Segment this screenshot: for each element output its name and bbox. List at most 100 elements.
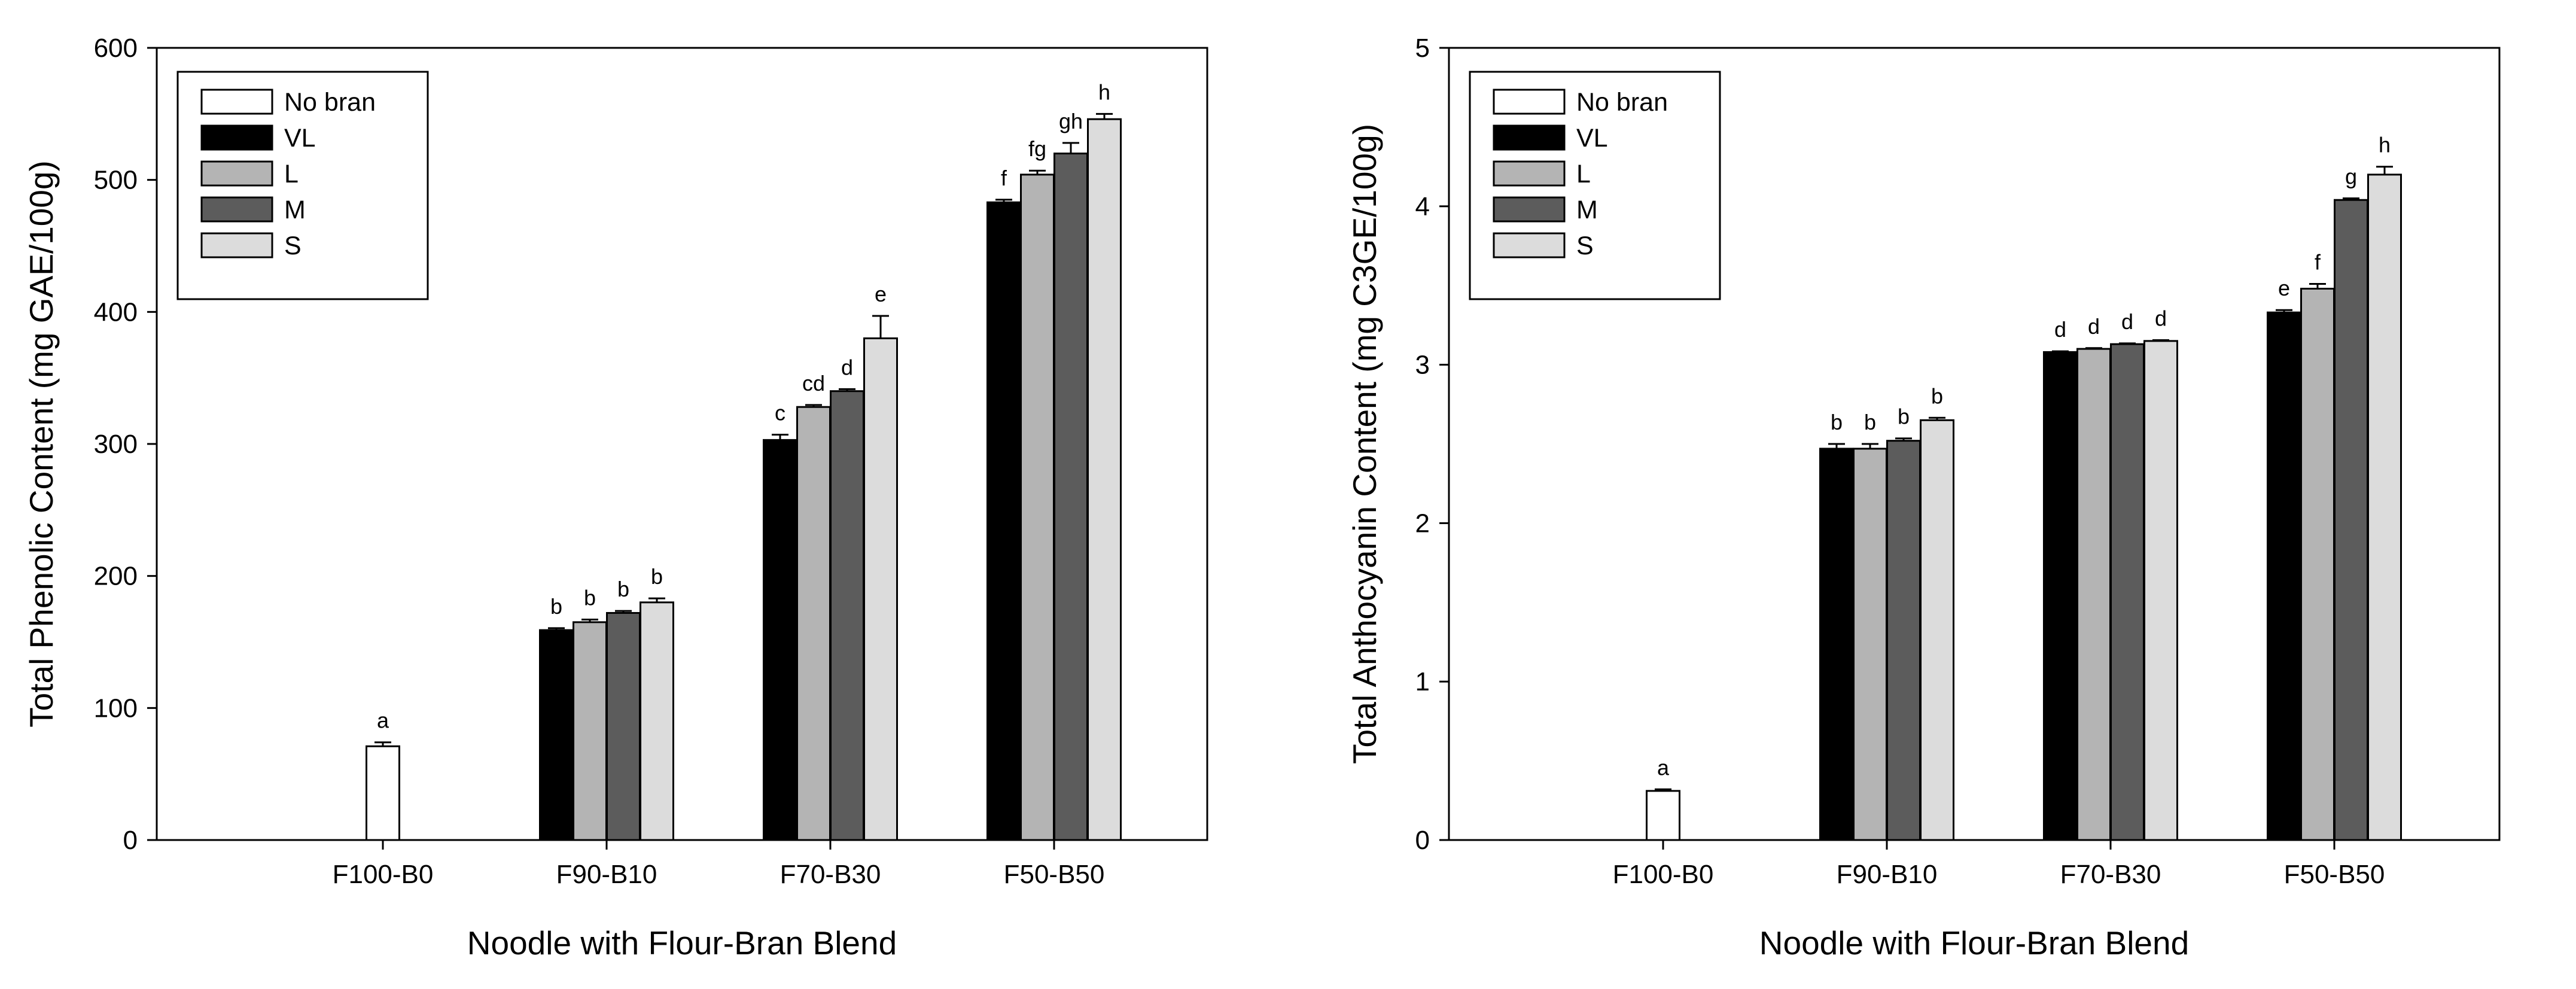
bar-vl bbox=[539, 629, 574, 841]
significance-letter: f bbox=[1001, 166, 1007, 190]
significance-letter: a bbox=[1657, 755, 1670, 780]
significance-letter: h bbox=[2379, 133, 2391, 157]
bar-l bbox=[573, 621, 607, 841]
legend-swatch-no-bran bbox=[200, 89, 273, 115]
x-axis-title: Noodle with Flour-Bran Blend bbox=[467, 924, 897, 961]
legend-label: S bbox=[284, 232, 302, 260]
legend-swatch-m bbox=[1493, 196, 1566, 223]
chart-2: 0 1 2 3 4 5 F100-B0 F90-B10 F70-B30 F50-B50 Noodle… bbox=[1346, 34, 2501, 961]
legend-swatch-l bbox=[1493, 160, 1566, 187]
y-tick-label: 5 bbox=[1415, 34, 1430, 63]
y-axis-title: Total Phenolic Content (mg GAE/100g) bbox=[23, 160, 60, 728]
plot-frame bbox=[1448, 47, 2501, 841]
legend-swatch-vl bbox=[200, 124, 273, 151]
y-axis-title: Total Anthocyanin Content (mg C3GE/100g) bbox=[1346, 124, 1383, 764]
legend-label: No bran bbox=[284, 88, 376, 117]
significance-letter: b bbox=[584, 585, 596, 610]
significance-letter: e bbox=[875, 282, 887, 306]
significance-letter: b bbox=[1831, 410, 1843, 434]
y-tick-label: 2 bbox=[1415, 509, 1430, 538]
y-tick-label: 500 bbox=[94, 166, 138, 195]
legend-swatch-m bbox=[200, 196, 273, 223]
bar-m bbox=[1053, 153, 1088, 841]
significance-letter: gh bbox=[1059, 109, 1083, 133]
bar-l bbox=[796, 406, 831, 841]
significance-letter: d bbox=[2155, 306, 2167, 331]
bar-s bbox=[863, 337, 898, 841]
significance-letter: g bbox=[2345, 165, 2357, 189]
bar-vl bbox=[763, 439, 797, 841]
significance-letter: cd bbox=[802, 371, 825, 395]
y-tick-label: 0 bbox=[1415, 826, 1430, 855]
bar-l bbox=[1853, 448, 1887, 841]
legend-label: L bbox=[284, 160, 299, 188]
significance-letter: d bbox=[2054, 317, 2066, 342]
bar-m bbox=[2334, 199, 2368, 841]
chart-1: 0 100 200 300 400 500 600 F100-B0 F90-B10 F70-B30… bbox=[23, 34, 1208, 961]
x-tick-label: F50-B50 bbox=[2284, 860, 2385, 889]
legend-swatch-s bbox=[1493, 232, 1566, 258]
significance-letter: c bbox=[775, 401, 785, 425]
y-tick-label: 3 bbox=[1415, 351, 1430, 380]
bar-s bbox=[1920, 419, 1954, 841]
significance-letter: fg bbox=[1028, 136, 1046, 161]
bar-l bbox=[2076, 348, 2111, 841]
bar-m bbox=[830, 390, 864, 841]
bar-s bbox=[640, 601, 674, 841]
y-tick-label: 1 bbox=[1415, 667, 1430, 696]
x-tick-label: F50-B50 bbox=[1004, 860, 1105, 889]
bar-m bbox=[606, 611, 641, 841]
legend-label: VL bbox=[284, 124, 316, 153]
legend-label: No bran bbox=[1576, 88, 1668, 117]
significance-letter: b bbox=[1931, 384, 1943, 408]
bar-vl bbox=[2043, 351, 2078, 841]
bar-vl bbox=[986, 201, 1021, 841]
significance-letter: h bbox=[1098, 80, 1110, 104]
x-axis-title: Noodle with Flour-Bran Blend bbox=[1759, 924, 2189, 961]
legend-swatch-no-bran bbox=[1493, 89, 1566, 115]
bar-s bbox=[2143, 340, 2178, 841]
y-tick-label: 300 bbox=[94, 430, 138, 459]
bar-vl bbox=[2267, 311, 2301, 841]
legend-label: M bbox=[1576, 196, 1598, 224]
bar-no-bran bbox=[1646, 790, 1680, 841]
bar-l bbox=[2300, 287, 2335, 841]
legend-label: VL bbox=[1576, 124, 1608, 153]
x-tick-label: F90-B10 bbox=[1837, 860, 1938, 889]
y-tick-label: 0 bbox=[123, 826, 138, 855]
bar-no-bran bbox=[366, 745, 400, 841]
y-tick-label: 100 bbox=[94, 693, 138, 723]
significance-letter: d bbox=[2121, 309, 2133, 334]
legend-swatch-s bbox=[200, 232, 273, 258]
x-tick-label: F70-B30 bbox=[2060, 860, 2161, 889]
bar-s bbox=[2367, 174, 2402, 841]
significance-letter: d bbox=[2088, 314, 2100, 339]
x-tick-label: F90-B10 bbox=[556, 860, 657, 889]
significance-letter: d bbox=[841, 355, 853, 379]
significance-letter: f bbox=[2315, 250, 2321, 275]
significance-letter: a bbox=[377, 708, 389, 733]
significance-letter: b bbox=[651, 564, 663, 589]
x-tick-label: F70-B30 bbox=[780, 860, 881, 889]
significance-letter: b bbox=[1898, 404, 1910, 429]
bar-l bbox=[1020, 174, 1055, 841]
significance-letter: b bbox=[550, 594, 562, 619]
legend-label: L bbox=[1576, 160, 1591, 188]
bar-m bbox=[2110, 343, 2145, 841]
y-tick-label: 400 bbox=[94, 297, 138, 327]
y-tick-label: 4 bbox=[1415, 192, 1430, 221]
significance-letter: b bbox=[1864, 410, 1876, 434]
y-tick-label: 200 bbox=[94, 562, 138, 591]
legend-label: S bbox=[1576, 232, 1594, 260]
x-tick-label: F100-B0 bbox=[333, 860, 434, 889]
bar-vl bbox=[1819, 448, 1854, 841]
x-tick-label: F100-B0 bbox=[1613, 860, 1714, 889]
y-tick-label: 600 bbox=[94, 34, 138, 63]
bar-s bbox=[1087, 118, 1122, 841]
significance-letter: e bbox=[2278, 276, 2290, 300]
legend-label: M bbox=[284, 196, 306, 224]
significance-letter: b bbox=[617, 577, 629, 601]
legend-swatch-l bbox=[200, 160, 273, 187]
